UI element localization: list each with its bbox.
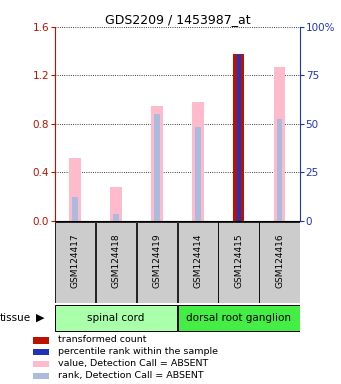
Bar bbox=[69, 158, 81, 221]
FancyBboxPatch shape bbox=[96, 222, 136, 303]
FancyBboxPatch shape bbox=[55, 305, 177, 331]
Text: spinal cord: spinal cord bbox=[87, 313, 145, 323]
Bar bbox=[237, 54, 241, 221]
Bar bbox=[151, 106, 163, 221]
Bar bbox=[72, 197, 78, 221]
Text: GSM124417: GSM124417 bbox=[71, 233, 79, 288]
Bar bbox=[277, 119, 282, 221]
FancyBboxPatch shape bbox=[55, 222, 95, 303]
Bar bbox=[113, 214, 119, 221]
FancyBboxPatch shape bbox=[178, 222, 218, 303]
Text: GSM124418: GSM124418 bbox=[112, 233, 120, 288]
Text: transformed count: transformed count bbox=[58, 336, 147, 344]
Text: GSM124419: GSM124419 bbox=[152, 233, 161, 288]
Bar bbox=[274, 67, 285, 221]
FancyBboxPatch shape bbox=[178, 305, 300, 331]
Text: value, Detection Call = ABSENT: value, Detection Call = ABSENT bbox=[58, 359, 208, 368]
FancyBboxPatch shape bbox=[137, 222, 177, 303]
Bar bbox=[110, 187, 122, 221]
Text: GSM124416: GSM124416 bbox=[275, 233, 284, 288]
Text: tissue: tissue bbox=[0, 313, 31, 323]
Text: GSM124415: GSM124415 bbox=[234, 233, 243, 288]
Bar bbox=[33, 337, 49, 344]
Bar bbox=[154, 114, 160, 221]
Bar bbox=[195, 127, 201, 221]
Text: ▶: ▶ bbox=[36, 313, 44, 323]
Bar bbox=[33, 372, 49, 379]
Bar bbox=[233, 53, 244, 221]
Bar bbox=[192, 102, 204, 221]
Text: dorsal root ganglion: dorsal root ganglion bbox=[186, 313, 291, 323]
Bar bbox=[33, 349, 49, 356]
Text: percentile rank within the sample: percentile rank within the sample bbox=[58, 348, 218, 356]
Text: rank, Detection Call = ABSENT: rank, Detection Call = ABSENT bbox=[58, 371, 204, 380]
FancyBboxPatch shape bbox=[260, 222, 300, 303]
Title: GDS2209 / 1453987_at: GDS2209 / 1453987_at bbox=[104, 13, 250, 26]
Bar bbox=[33, 361, 49, 367]
Text: GSM124414: GSM124414 bbox=[193, 233, 202, 288]
FancyBboxPatch shape bbox=[219, 222, 259, 303]
